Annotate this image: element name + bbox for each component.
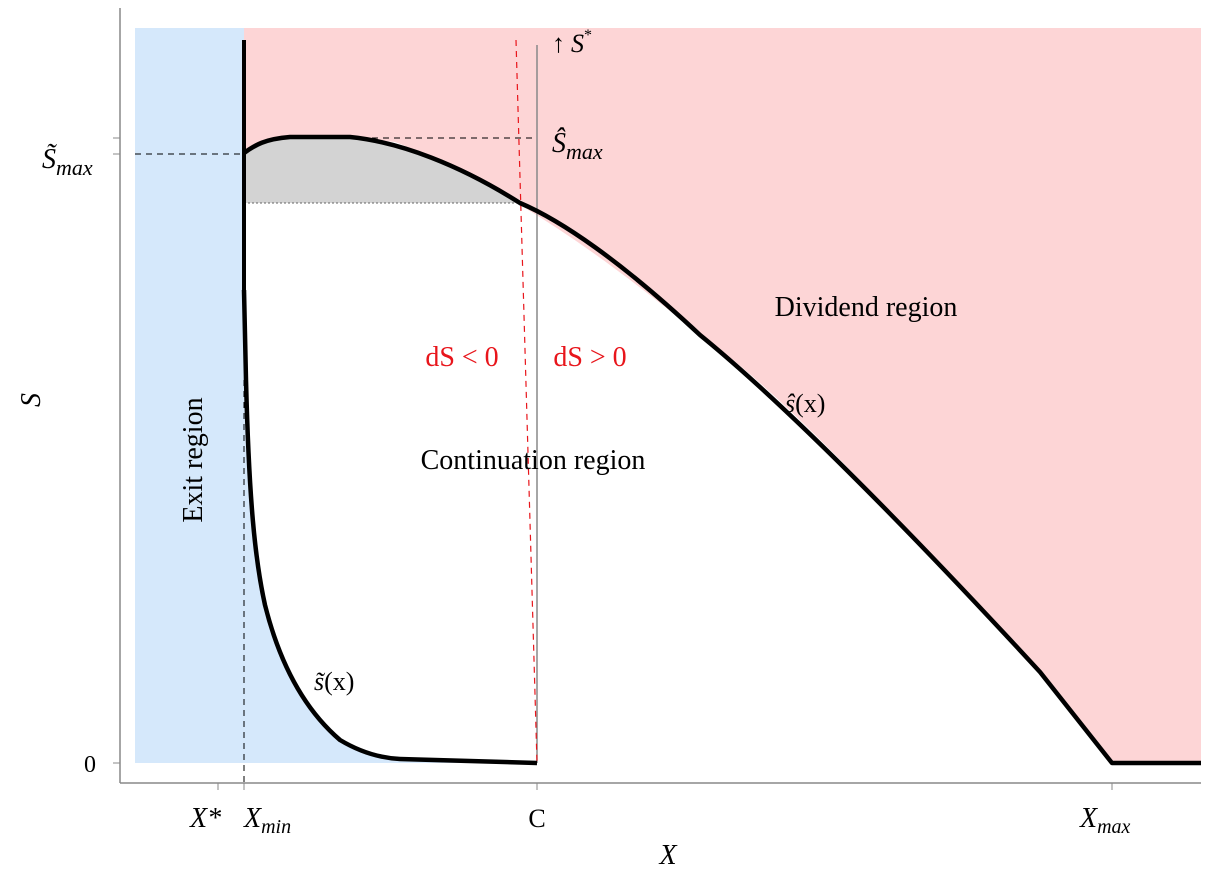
continuation-region-label: Continuation region [421, 445, 646, 476]
svg-text:s̃(x): s̃(x) [314, 667, 354, 696]
s-tilde-curve-label: s̃(x) [314, 667, 354, 696]
exit-region [135, 28, 537, 763]
y-axis-label: S [16, 393, 47, 407]
x-tick-label-xstar: X* [189, 803, 221, 834]
s-hat-curve [242, 134, 1201, 766]
ds-negative-label: dS < 0 [425, 342, 498, 373]
ds-positive-label: dS > 0 [553, 342, 626, 373]
s-hat-curve-label: ŝ(x) [785, 389, 825, 418]
svg-text:Xmin: Xmin [243, 803, 291, 838]
svg-text:S̃max: S̃max [42, 144, 93, 180]
svg-text:Xmax: Xmax [1079, 803, 1131, 838]
dividend-region-label: Dividend region [775, 292, 958, 323]
exit-region-label: Exit region [178, 397, 209, 522]
s-star-arrow-label: ↑ S* [552, 27, 592, 58]
s-tilde-max-label: S̃max [42, 144, 93, 180]
shaded-hump-area [244, 137, 520, 203]
s-tilde-curve [241, 289, 538, 766]
s-hat-max-label: Ŝmax [552, 128, 603, 164]
svg-text:X*: X* [189, 803, 221, 834]
dividend-region [244, 28, 1201, 763]
x-tick-label-xmax: Xmax [1079, 803, 1131, 838]
svg-text:Ŝmax: Ŝmax [552, 128, 603, 164]
svg-text:ŝ(x): ŝ(x) [785, 389, 825, 418]
x-axis-label: X [658, 840, 677, 871]
y-tick-label-zero: 0 [84, 752, 96, 778]
x-tick-label-xmin: Xmin [243, 803, 291, 838]
svg-text:↑S*: ↑ S* [552, 27, 592, 58]
x-tick-label-c: C [528, 804, 545, 833]
